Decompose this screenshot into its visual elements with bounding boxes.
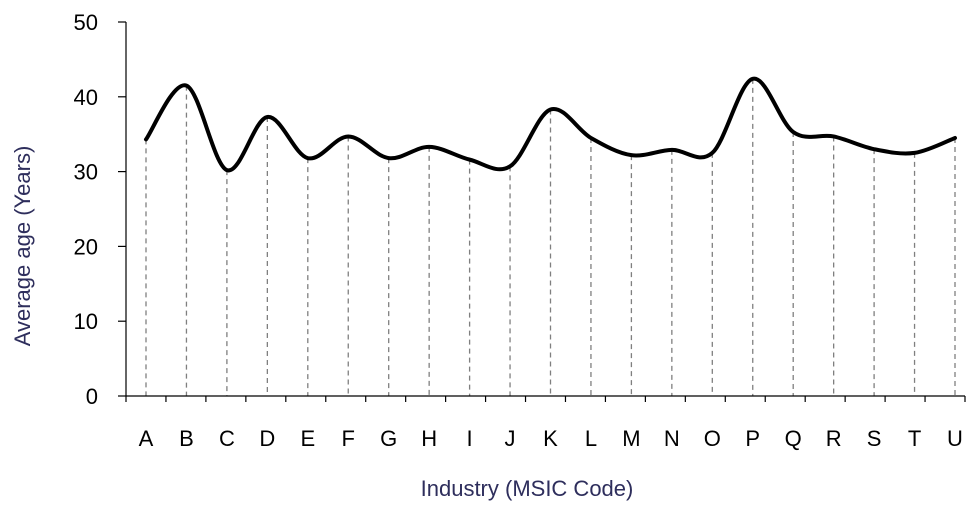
y-tick-label: 50 xyxy=(74,10,98,35)
x-tick-label: L xyxy=(585,426,597,451)
y-tick-label: 20 xyxy=(74,234,98,259)
x-tick-label: J xyxy=(505,426,516,451)
y-axis: 0 10 20 30 40 50 xyxy=(74,10,127,409)
x-tick-label: R xyxy=(826,426,842,451)
x-tick-label: N xyxy=(664,426,680,451)
x-tick-label: B xyxy=(179,426,194,451)
x-tick-label: F xyxy=(342,426,355,451)
x-tick-label: O xyxy=(704,426,721,451)
x-tick-label: M xyxy=(622,426,640,451)
x-tick-label: C xyxy=(219,426,235,451)
y-axis-title: Average age (Years) xyxy=(10,146,35,347)
x-axis-title: Industry (MSIC Code) xyxy=(421,476,634,501)
y-tick-label: 0 xyxy=(86,384,98,409)
x-tick-label: G xyxy=(380,426,397,451)
x-tick-label: D xyxy=(259,426,275,451)
x-tick-label: U xyxy=(947,426,963,451)
drop-lines xyxy=(145,78,956,396)
series-line xyxy=(144,76,957,173)
x-tick-label: E xyxy=(300,426,315,451)
y-tick-label: 40 xyxy=(74,85,98,110)
x-tick-label: K xyxy=(543,426,558,451)
x-tick-label: Q xyxy=(785,426,802,451)
x-tick-label: I xyxy=(467,426,473,451)
x-tick-label: A xyxy=(139,426,154,451)
x-tick-label: S xyxy=(867,426,882,451)
x-tick-label: P xyxy=(745,426,760,451)
x-tick-label: H xyxy=(421,426,437,451)
x-tick-label: T xyxy=(908,426,921,451)
y-tick-label: 10 xyxy=(74,309,98,334)
y-tick-label: 30 xyxy=(74,160,98,185)
